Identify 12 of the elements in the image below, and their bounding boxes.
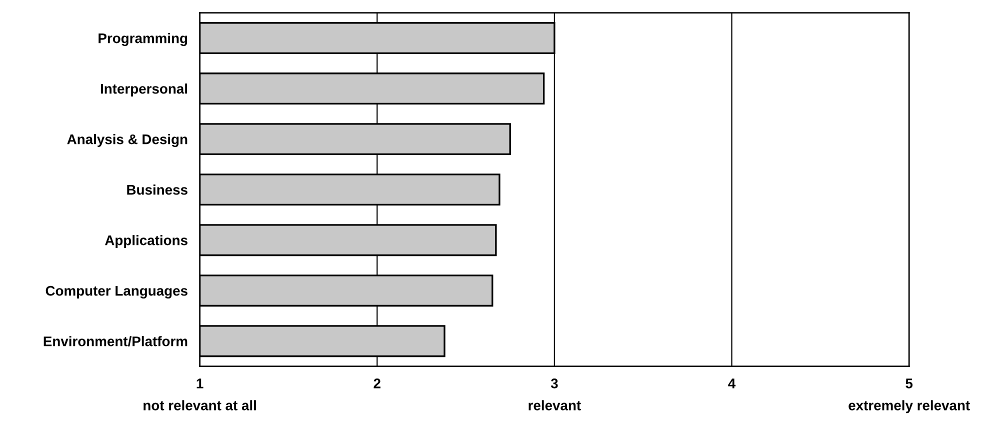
y-tick-label: Programming bbox=[98, 33, 188, 46]
y-tick-label: Computer Languages bbox=[46, 286, 188, 299]
x-tick-label: 1 not relevant at all bbox=[144, 378, 256, 410]
x-tick-label: 5 extremely relevant bbox=[848, 378, 970, 414]
y-tick-label: Business bbox=[127, 184, 188, 195]
y-tick-label: Environment/Platform bbox=[44, 336, 188, 346]
x-tick-label: 2 bbox=[374, 378, 380, 388]
x-tick-label: 4 bbox=[728, 378, 736, 388]
x-tick-label: 3 relevant bbox=[528, 378, 581, 410]
y-tick-label: Applications bbox=[105, 235, 188, 248]
y-tick-label: Interpersonal bbox=[100, 84, 188, 96]
y-tick-label: Analysis & Design bbox=[67, 134, 188, 148]
